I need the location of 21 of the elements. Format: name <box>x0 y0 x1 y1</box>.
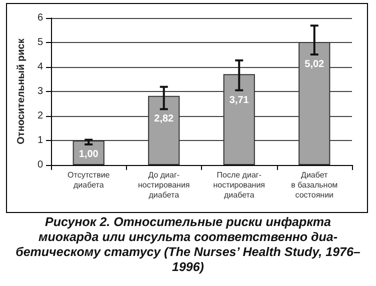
x-tick-label: Диабет в базальном состоянии <box>291 170 338 200</box>
x-tick-label: Отсутствие диабета <box>68 170 110 190</box>
y-tick-label: 5 <box>37 37 44 48</box>
y-tick-label: 1 <box>37 135 44 146</box>
y-tick-label: 2 <box>37 110 44 122</box>
y-tick-label: 0 <box>37 160 44 170</box>
data-label: 3,71 <box>229 94 250 106</box>
text: Рисунок 2. Относительные риски инфаркта миокарда или инсульта соответственно диа-бетическому статусу (The Nurses’ Health Study, 1976–1996) <box>14 215 362 275</box>
data-label: 5,02 <box>304 59 325 70</box>
data-label: 2,82 <box>154 114 174 125</box>
bar <box>72 140 104 165</box>
x-tick-label: До диаг- ностирования диабета <box>138 170 190 200</box>
y-tick-label: 4 <box>37 62 44 72</box>
bar <box>298 42 330 165</box>
x-tick-label: После диаг- ностирования диабета <box>213 170 265 200</box>
bar <box>148 96 180 165</box>
data-label: 1,00 <box>78 148 99 160</box>
bar <box>223 74 255 165</box>
y-tick-label: 6 <box>37 12 44 24</box>
y-tick-label: 3 <box>37 86 44 97</box>
y-axis-title: Относительный риск <box>16 38 28 144</box>
